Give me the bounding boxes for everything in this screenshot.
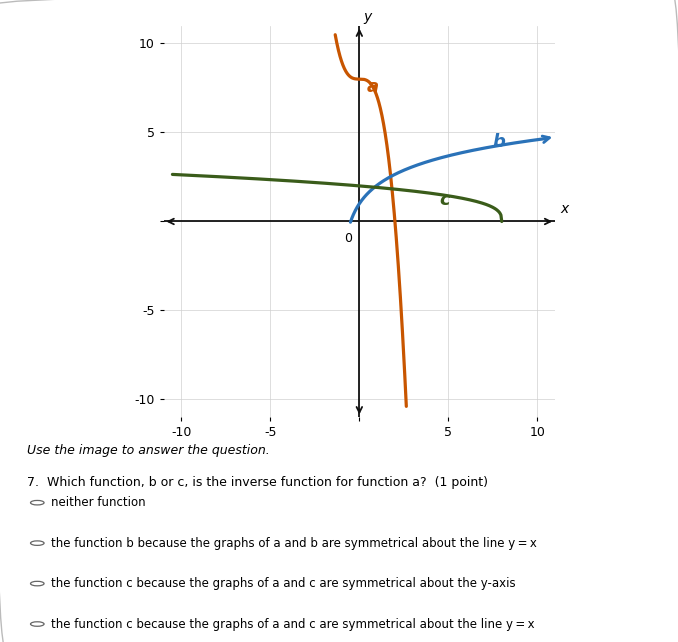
Text: Use the image to answer the question.: Use the image to answer the question. bbox=[27, 444, 270, 457]
Text: y: y bbox=[364, 10, 372, 24]
Text: 7.  Which function, b or c, is the inverse function for function a?  (1 point): 7. Which function, b or c, is the invers… bbox=[27, 476, 488, 489]
Text: x: x bbox=[561, 202, 569, 216]
Text: 0: 0 bbox=[344, 232, 352, 245]
Text: neither function: neither function bbox=[51, 496, 146, 509]
Text: c: c bbox=[439, 191, 450, 209]
Text: the function b because the graphs of a and b are symmetrical about the line y = : the function b because the graphs of a a… bbox=[51, 537, 537, 550]
Text: a: a bbox=[367, 78, 378, 96]
Text: b: b bbox=[493, 133, 506, 151]
Text: the function c because the graphs of a and c are symmetrical about the y-axis: the function c because the graphs of a a… bbox=[51, 577, 515, 590]
Text: the function c because the graphs of a and c are symmetrical about the line y = : the function c because the graphs of a a… bbox=[51, 618, 534, 630]
